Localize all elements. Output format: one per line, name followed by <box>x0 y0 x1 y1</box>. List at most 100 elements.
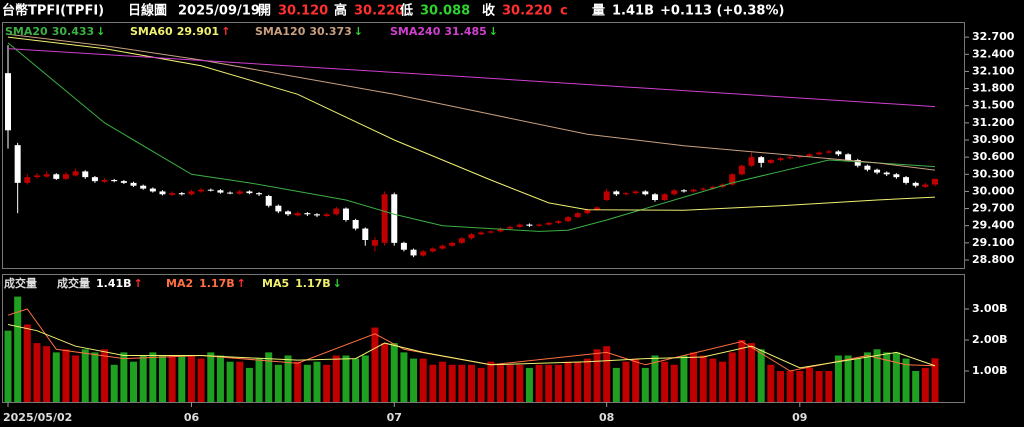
volume-bar <box>101 349 109 402</box>
candle-body <box>758 157 765 163</box>
candle-body <box>932 178 938 185</box>
volume-bar <box>574 361 582 402</box>
volume-bar <box>303 364 311 402</box>
y-tick-label: 29.400 <box>972 219 1015 232</box>
volume-bar <box>381 343 389 402</box>
candle-body <box>246 191 253 194</box>
volume-bar <box>52 352 60 402</box>
volume-ma-line <box>7 323 936 369</box>
y-tick-label: 31.200 <box>972 116 1015 129</box>
candle-body <box>729 174 736 185</box>
candle-body <box>120 181 127 183</box>
volume-bar <box>805 367 813 402</box>
candle-body <box>642 191 649 195</box>
candle-body <box>159 191 166 195</box>
candle-body <box>342 208 349 220</box>
volume-bar <box>274 364 282 402</box>
candle-body <box>854 160 861 166</box>
low-label: 低 <box>399 3 413 19</box>
candle-body <box>371 240 378 246</box>
volume-bar <box>390 343 398 402</box>
volume-bar <box>854 358 862 402</box>
y-tick-label: 31.800 <box>972 82 1015 95</box>
volume-bar <box>477 367 485 402</box>
candle-body <box>53 174 60 179</box>
candle-body <box>5 73 11 131</box>
volume-bar <box>284 355 292 402</box>
volume-bar <box>197 358 205 402</box>
y-tick-label: 1.00B <box>972 364 1008 377</box>
volume-bar <box>178 355 186 402</box>
candle-body <box>323 214 330 216</box>
volume-bar <box>313 361 321 402</box>
candle-body <box>497 228 504 232</box>
candle-body <box>845 154 852 160</box>
volume-bar <box>651 355 659 402</box>
candle-body <box>613 191 620 195</box>
ma-line <box>7 42 936 232</box>
ma-line <box>7 48 936 108</box>
volume-bar <box>632 358 640 402</box>
volume-bar <box>410 358 418 402</box>
ma-line <box>7 33 936 171</box>
candle-body <box>584 209 591 214</box>
y-tick-label: 32.100 <box>972 64 1015 77</box>
candle-body <box>169 193 176 195</box>
legend-value: 30.373 <box>309 25 351 38</box>
volume-bar <box>487 361 495 402</box>
open: 30.120 <box>278 4 328 19</box>
candle-body <box>777 158 784 160</box>
candle-body <box>236 191 243 194</box>
volume-bar <box>294 361 302 402</box>
candle-body <box>130 182 137 186</box>
close-flag: c <box>560 4 568 19</box>
period: 日線圖 <box>128 3 167 19</box>
volume-bar <box>738 339 746 402</box>
candle-body <box>816 152 823 155</box>
volume-bar <box>593 349 601 402</box>
candle-body <box>391 194 398 243</box>
volume-bar <box>796 370 804 402</box>
candle-body <box>101 180 108 182</box>
candle-body <box>487 231 494 233</box>
volume-bar <box>728 352 736 402</box>
legend-name: MA5 <box>262 277 289 290</box>
candle-body <box>690 189 697 192</box>
volume-bar <box>458 364 466 402</box>
volume-bar <box>216 355 224 402</box>
volume-bar <box>661 361 669 402</box>
candle-body <box>149 188 156 192</box>
y-tick-label: 32.700 <box>972 30 1015 43</box>
y-tick-label: 30.300 <box>972 167 1015 180</box>
volume-bar <box>921 367 929 402</box>
volume-panel <box>2 274 965 403</box>
candle-body <box>893 174 900 178</box>
volume-bar <box>506 364 514 402</box>
candle-body <box>207 189 214 191</box>
volume-bar <box>535 364 543 402</box>
volume-bar <box>352 358 360 402</box>
volume-bar <box>815 370 823 402</box>
volume-bar <box>545 364 553 402</box>
volume-bar <box>14 296 22 402</box>
candle-body <box>671 190 678 195</box>
volume-label: 量 <box>592 4 605 19</box>
volume-bar <box>719 361 727 402</box>
x-tick-label: 09 <box>792 411 807 424</box>
candle-body <box>825 151 832 153</box>
legend-name: MA2 <box>166 277 193 290</box>
y-tick-label: 28.800 <box>972 253 1015 266</box>
y-tick-label: 30.600 <box>972 150 1015 163</box>
volume-bar <box>419 358 427 402</box>
candle-body <box>352 220 359 229</box>
candle-body <box>314 214 320 216</box>
candle-body <box>767 160 774 163</box>
candle-body <box>903 177 910 183</box>
volume-bar <box>361 355 369 402</box>
volume-bar <box>777 370 784 402</box>
volume-bar <box>120 352 128 402</box>
volume-bar <box>371 327 379 402</box>
y-tick-label: 30.000 <box>972 184 1015 197</box>
volume-bar <box>825 370 833 402</box>
candle-body <box>72 171 79 176</box>
